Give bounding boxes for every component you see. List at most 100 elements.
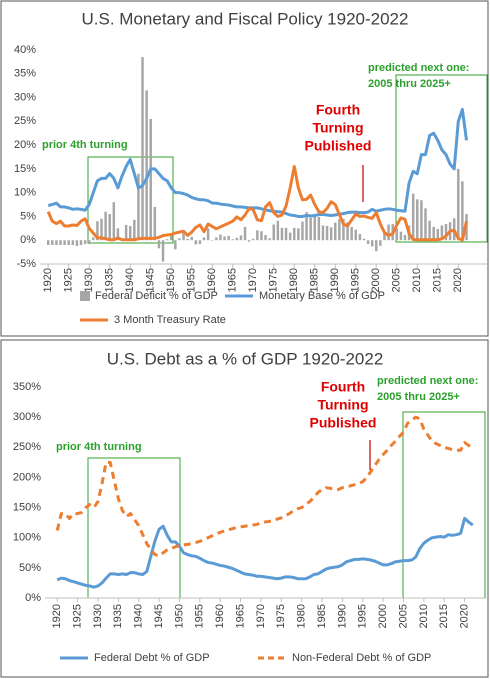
bar	[239, 235, 243, 241]
bar	[141, 57, 144, 241]
bar	[92, 237, 95, 241]
x-tick-label: 1980	[288, 268, 300, 292]
bar	[375, 240, 378, 252]
x-tick-label: 1970	[247, 268, 259, 292]
legend-label: Monetary Base % of GDP	[259, 290, 385, 302]
bar	[268, 238, 271, 241]
bar	[206, 228, 210, 241]
x-tick-label: 2000	[370, 268, 382, 292]
bar	[350, 226, 353, 241]
x-tick-label: 1960	[214, 604, 226, 628]
x-tick-label: 1965	[227, 268, 239, 292]
bar	[145, 90, 148, 241]
x-tick-label: 1955	[186, 268, 198, 292]
bar	[325, 225, 329, 241]
bar	[411, 193, 415, 241]
bar	[276, 220, 280, 241]
bar	[227, 235, 230, 241]
bar	[190, 236, 193, 241]
bar	[338, 219, 341, 241]
bar	[403, 234, 407, 241]
bar	[116, 228, 120, 241]
y-tick-label: 50%	[19, 562, 41, 574]
x-tick-label: 2010	[418, 604, 430, 628]
x-tick-label: 2005	[391, 268, 403, 292]
legend-label: 3 Month Treasury Rate	[114, 314, 226, 326]
y-tick-label: 25%	[14, 115, 36, 127]
bar	[256, 230, 259, 241]
bar	[198, 240, 202, 245]
bar	[96, 221, 99, 241]
x-tick-label: 1935	[104, 268, 116, 292]
bar	[235, 237, 239, 241]
bar	[169, 234, 173, 241]
bar	[46, 240, 50, 245]
bar	[342, 218, 345, 241]
bar	[100, 218, 103, 241]
x-tick-label: 1940	[133, 604, 145, 628]
bar	[444, 224, 448, 241]
y-tick-label: 250%	[13, 441, 41, 453]
panel-border	[0, 0, 489, 337]
bar	[420, 200, 423, 241]
annotation: prior 4th turning	[42, 139, 128, 151]
bar	[178, 238, 181, 241]
x-tick-label: 1975	[275, 604, 287, 628]
x-tick-label: 2000	[377, 604, 389, 628]
annotation: 2005 thru 2025+	[377, 391, 460, 403]
bar	[317, 216, 321, 241]
bar	[215, 237, 218, 241]
bar	[149, 118, 152, 241]
x-tick-label: 1925	[63, 268, 75, 292]
bar	[51, 240, 54, 245]
bar	[247, 240, 251, 242]
bar	[63, 240, 66, 245]
bar	[457, 168, 460, 241]
x-tick-label: 1930	[83, 268, 95, 292]
x-tick-label: 1990	[336, 604, 348, 628]
y-tick-label: -5%	[16, 258, 36, 270]
line-series	[55, 415, 474, 558]
x-tick-label: 1955	[194, 604, 206, 628]
line-series	[46, 165, 468, 242]
bar	[440, 225, 444, 241]
bar	[297, 228, 300, 241]
annotation: predicted next one:	[377, 375, 478, 387]
bar	[104, 211, 107, 241]
y-tick-label: 0%	[20, 234, 36, 246]
bar	[71, 240, 75, 245]
annotation: Published	[305, 138, 372, 154]
x-tick-label: 1920	[51, 604, 63, 628]
bar	[83, 240, 87, 245]
y-tick-label: 100%	[13, 532, 41, 544]
y-tick-label: 0%	[25, 592, 41, 604]
bar	[59, 240, 62, 245]
y-tick-label: 150%	[13, 501, 41, 513]
panel-border	[0, 339, 489, 678]
bar	[108, 214, 111, 241]
bar	[219, 234, 222, 241]
bar	[383, 233, 386, 241]
bar	[436, 228, 440, 241]
bar	[161, 240, 165, 262]
y-tick-label: 5%	[20, 210, 36, 222]
bar	[329, 227, 333, 241]
bar	[194, 240, 198, 245]
bar	[293, 227, 296, 241]
bar	[153, 206, 157, 241]
annotation: prior 4th turning	[56, 441, 142, 453]
x-tick-label: 2005	[397, 604, 409, 628]
bar	[174, 240, 177, 250]
bar	[55, 240, 58, 245]
bar	[124, 225, 128, 241]
x-tick-label: 2015	[432, 268, 444, 292]
legend-label: Non-Federal Debt % of GDP	[292, 652, 431, 664]
bar	[186, 238, 189, 241]
x-tick-label: 1965	[234, 604, 246, 628]
bar	[182, 232, 185, 241]
bar	[223, 236, 226, 241]
bar	[313, 216, 316, 241]
x-tick-label: 1950	[173, 604, 185, 628]
x-tick-label: 1950	[165, 268, 177, 292]
